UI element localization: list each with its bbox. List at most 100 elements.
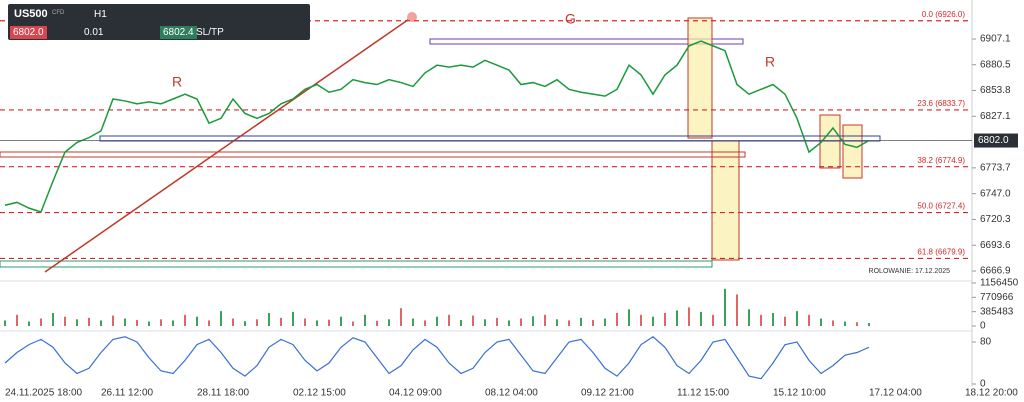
annotation: R bbox=[172, 74, 182, 90]
volume-bar bbox=[496, 317, 498, 326]
y-tick-label: 6773.7 bbox=[980, 163, 1011, 174]
toolbar: US500 CFD H1 6802.0 0.01 6802.4 SL/TP bbox=[8, 4, 310, 40]
x-tick-label: 24.11.2025 18:00 bbox=[5, 388, 83, 399]
lot-size[interactable]: 0.01 bbox=[84, 27, 104, 38]
x-tick-label: 26.11 12:00 bbox=[101, 388, 154, 399]
volume-bar bbox=[76, 319, 78, 326]
volume-bar bbox=[592, 320, 594, 326]
resistance-band bbox=[0, 151, 746, 158]
fib-label: 38.2 (6774.9) bbox=[917, 156, 965, 165]
volume-bar bbox=[568, 320, 570, 326]
volume-bar bbox=[748, 309, 750, 326]
timeframe[interactable]: H1 bbox=[94, 9, 107, 20]
volume-bar bbox=[628, 309, 630, 326]
volume-bar bbox=[16, 314, 18, 326]
volume-bar bbox=[136, 320, 138, 326]
volume-bar bbox=[400, 308, 402, 326]
sell-price[interactable]: 6802.0 bbox=[10, 26, 47, 39]
trend-line bbox=[44, 16, 413, 273]
x-tick-label: 02.12 15:00 bbox=[293, 388, 346, 399]
volume-bar bbox=[148, 321, 150, 326]
volume-bar bbox=[712, 314, 714, 326]
fib-label: 0.0 (6926.0) bbox=[922, 10, 965, 19]
volume-bar bbox=[352, 321, 354, 326]
volume-bar bbox=[232, 318, 234, 326]
y-tick-label: 0 bbox=[980, 379, 986, 390]
y-tick-label: 6666.9 bbox=[980, 266, 1011, 277]
volume-bar bbox=[124, 318, 126, 326]
volume-bar bbox=[664, 312, 666, 326]
volume-bar bbox=[676, 310, 678, 326]
volume-bar bbox=[520, 318, 522, 326]
volume-bar bbox=[208, 320, 210, 326]
sltp-button[interactable]: SL/TP bbox=[196, 27, 224, 38]
volume-bar bbox=[724, 288, 726, 326]
x-tick-label: 08.12 04:00 bbox=[485, 388, 538, 399]
volume-bar bbox=[64, 316, 66, 326]
volume-bar bbox=[760, 314, 762, 326]
volume-bar bbox=[196, 316, 198, 326]
volume-bar bbox=[28, 321, 30, 326]
volume-bar bbox=[292, 311, 294, 326]
symbol-kind: CFD bbox=[52, 10, 65, 16]
support-band bbox=[99, 135, 881, 142]
y-tick-label: 6720.3 bbox=[980, 214, 1011, 225]
y-tick-label: 6907.1 bbox=[980, 34, 1011, 45]
volume-bar bbox=[412, 318, 414, 326]
volume-bar bbox=[796, 311, 798, 326]
volume-bar bbox=[736, 294, 738, 326]
volume-bar bbox=[832, 320, 834, 326]
current-price-box bbox=[974, 133, 1018, 148]
zone-box bbox=[711, 140, 740, 261]
volume-bar bbox=[532, 316, 534, 326]
y-tick-label: 6747.0 bbox=[980, 188, 1011, 199]
volume-bar bbox=[100, 320, 102, 326]
volume-bar bbox=[244, 321, 246, 326]
volume-bar bbox=[220, 311, 222, 326]
volume-bar bbox=[340, 316, 342, 326]
volume-bar bbox=[160, 319, 162, 326]
x-tick-label: 28.11 18:00 bbox=[197, 388, 250, 399]
fib-label: 50.0 (6727.4) bbox=[917, 202, 965, 211]
annotation: G bbox=[565, 11, 576, 27]
x-tick-label: 18.12 20:00 bbox=[965, 388, 1018, 399]
fib-label: 23.6 (6833.7) bbox=[917, 99, 965, 108]
volume-bar bbox=[364, 314, 366, 326]
series-line bbox=[4, 40, 870, 213]
x-tick-label: 04.12 09:00 bbox=[389, 388, 442, 399]
y-tick-label: 385483 bbox=[980, 306, 1014, 317]
zone-box bbox=[687, 17, 713, 139]
volume-bar bbox=[856, 322, 858, 326]
volume-bar bbox=[448, 314, 450, 326]
rollover-label: ROLOWANIE: 17.12.2025 bbox=[869, 268, 951, 275]
volume-bar bbox=[256, 319, 258, 326]
volume-bar bbox=[88, 317, 90, 326]
volume-bar bbox=[844, 321, 846, 326]
volume-bar bbox=[328, 319, 330, 326]
y-tick-label: 6693.6 bbox=[980, 240, 1011, 251]
demand-band bbox=[0, 260, 713, 268]
volume-bar bbox=[544, 314, 546, 326]
volume-bar bbox=[460, 320, 462, 326]
trend-handle bbox=[407, 12, 417, 22]
volume-bar bbox=[52, 312, 54, 326]
x-tick-label: 09.12 21:00 bbox=[581, 388, 634, 399]
y-tick-label: 770966 bbox=[980, 292, 1014, 303]
symbol[interactable]: US500 bbox=[14, 8, 48, 20]
buy-price[interactable]: 6802.4 bbox=[160, 26, 197, 39]
volume-bar bbox=[184, 314, 186, 326]
volume-bar bbox=[4, 320, 6, 326]
current-price-label: 6802.0 bbox=[978, 135, 1009, 146]
volume-bar bbox=[808, 314, 810, 326]
y-tick-label: 1156450 bbox=[980, 278, 1019, 289]
volume-bar bbox=[688, 307, 690, 326]
range-box bbox=[429, 38, 744, 45]
volume-bar bbox=[580, 317, 582, 326]
volume-bar bbox=[40, 318, 42, 326]
volume-bar bbox=[820, 318, 822, 326]
volume-bar bbox=[376, 320, 378, 326]
volume-bar bbox=[640, 314, 642, 326]
volume-bar bbox=[436, 316, 438, 326]
volume-bar bbox=[772, 312, 774, 326]
